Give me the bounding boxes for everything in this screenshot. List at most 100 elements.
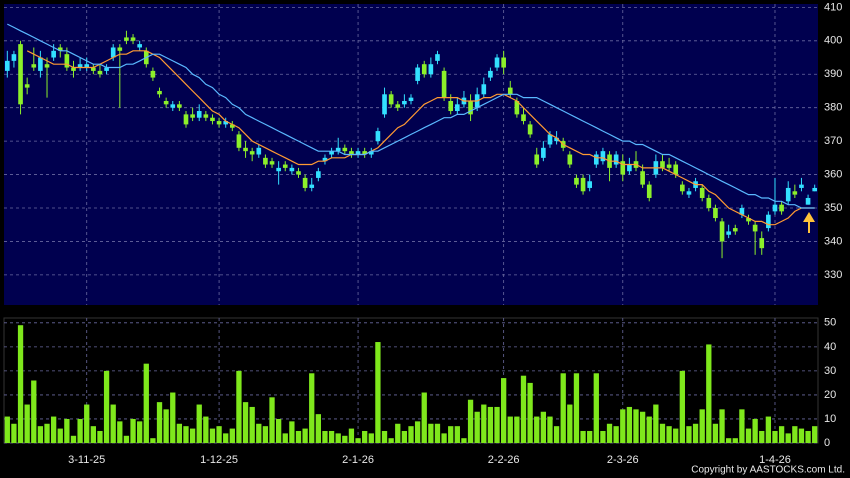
candle-body <box>759 238 765 249</box>
volume-bar <box>262 426 269 443</box>
volume-bar <box>606 423 613 443</box>
volume-bar <box>613 426 619 443</box>
volume-bar <box>494 406 500 443</box>
candle-body <box>18 44 23 105</box>
candle-body <box>183 114 189 125</box>
volume-bar <box>256 423 262 443</box>
candle-body <box>382 94 387 115</box>
volume-bar <box>421 392 427 443</box>
volume-bar <box>388 438 394 443</box>
candle-body <box>521 114 526 122</box>
candle-body <box>375 131 381 142</box>
volume-bar <box>70 435 77 443</box>
candle-body <box>746 218 751 222</box>
candle-body <box>673 164 679 175</box>
candle-body <box>494 57 500 68</box>
volume-bar <box>395 423 401 443</box>
volume-bar <box>37 426 44 443</box>
candle-body <box>428 64 434 75</box>
volume-bar <box>659 423 666 443</box>
volume-bar <box>342 435 348 443</box>
volume-bar <box>196 404 202 443</box>
volume-bar <box>44 423 50 443</box>
moving-average-line <box>7 23 815 209</box>
candle-body <box>507 87 513 95</box>
volume-bar <box>600 430 606 443</box>
volume-bar <box>295 430 302 443</box>
volume-bar <box>633 409 639 443</box>
volume-bar <box>534 416 540 443</box>
candle-body <box>216 121 222 125</box>
x-tick-label: 3-11-25 <box>68 454 105 466</box>
x-tick-label: 1-12-25 <box>200 454 238 466</box>
copyright: Copyright by AASTOCKS.com Ltd. <box>691 465 845 476</box>
y-tick-label: 370 <box>824 135 842 147</box>
volume-bar <box>209 428 216 443</box>
candle-body <box>309 184 315 188</box>
candle-body <box>368 151 374 155</box>
candle-body <box>170 104 176 108</box>
volume-bar <box>130 418 136 443</box>
volume-bar <box>673 428 679 443</box>
candle-body <box>534 154 540 165</box>
volume-bar <box>335 433 341 443</box>
volume-bar <box>481 404 487 443</box>
candle-body <box>230 124 235 128</box>
volume-bar <box>732 438 738 443</box>
candle-body <box>203 114 209 118</box>
candle-body <box>680 184 685 192</box>
candle-body <box>567 154 573 165</box>
volume-bar <box>269 397 275 443</box>
volume-bar <box>189 428 196 443</box>
volume-bar <box>408 426 414 443</box>
candle-body <box>706 197 712 209</box>
candle-body <box>177 104 182 108</box>
candle-body <box>110 47 116 58</box>
volume-bar <box>792 426 798 443</box>
x-tick-label: 2-1-26 <box>342 454 374 466</box>
volume-bar <box>752 418 758 443</box>
candle-body <box>71 67 76 71</box>
volume-bar <box>540 411 547 443</box>
candle-body <box>329 151 334 155</box>
volume-bar <box>117 421 123 443</box>
moving-average-line <box>26 50 815 226</box>
y-tick-label: 380 <box>824 102 842 114</box>
volume-bar <box>103 370 110 443</box>
volume-bar <box>309 373 315 443</box>
candle-body <box>84 64 90 68</box>
candle-body <box>223 121 229 125</box>
volume-bar <box>242 402 249 443</box>
volume-bar <box>560 373 566 443</box>
candle-body <box>104 67 109 71</box>
candle-body <box>97 70 103 75</box>
volume-bar <box>759 430 765 443</box>
candle-body <box>488 70 493 78</box>
y-tick-label: 40 <box>824 341 836 353</box>
volume-bar <box>679 370 685 443</box>
volume-bar <box>223 433 229 443</box>
candle-body <box>719 221 725 242</box>
candle-body <box>130 37 136 41</box>
volume-bar <box>461 438 467 443</box>
volume-bar <box>176 423 183 443</box>
y-tick-label: 340 <box>824 235 842 247</box>
candle-body <box>44 64 50 68</box>
volume-bar <box>24 404 30 443</box>
candle-body <box>435 54 440 61</box>
candle-body <box>468 100 473 115</box>
volume-bar <box>712 423 719 443</box>
volume-bar <box>150 438 156 443</box>
volume-bar <box>203 416 209 443</box>
volume-bar <box>11 423 17 443</box>
candle-body <box>455 104 460 112</box>
x-tick-label: 2-3-26 <box>607 454 639 466</box>
volume-bar <box>765 416 772 443</box>
volume-bar <box>97 430 103 443</box>
x-tick-label: 1-4-26 <box>759 454 791 466</box>
volume-bar <box>434 423 441 443</box>
volume-bar <box>64 418 70 443</box>
volume-bar <box>328 430 335 443</box>
candle-body <box>799 184 804 188</box>
volume-bar <box>143 363 149 443</box>
